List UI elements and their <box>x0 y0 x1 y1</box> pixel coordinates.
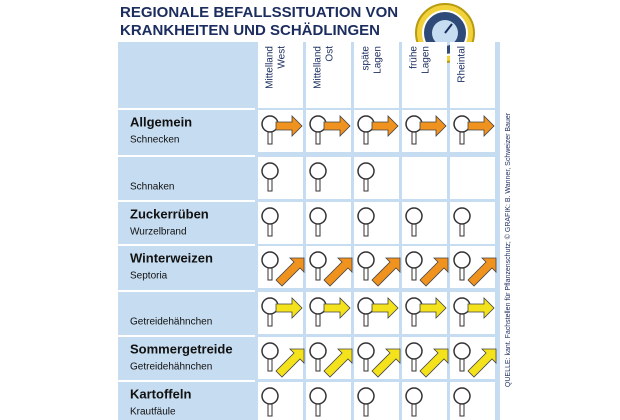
header-cell <box>258 42 303 108</box>
cell <box>402 157 447 199</box>
pest-label: Septoria <box>130 271 168 282</box>
magnifier <box>405 387 423 405</box>
source-note: QUELLE: kant. Fachstellen für Pflanzensc… <box>504 112 512 387</box>
title-line: REGIONALE BEFALLSSITUATION VON <box>120 4 398 21</box>
magnifier <box>309 342 327 360</box>
trend-arrow <box>419 348 449 378</box>
magnifier <box>357 207 375 225</box>
crop-label: Kartoffeln <box>130 386 191 401</box>
trend-arrow <box>275 297 303 319</box>
pest-label: Schnaken <box>130 182 174 193</box>
magnifier <box>357 387 375 405</box>
column-label: Lagen <box>373 46 384 74</box>
pest-label: Getreidehähnchen <box>130 317 212 328</box>
magnifier <box>405 207 423 225</box>
magnifier <box>405 342 423 360</box>
column-label: Ost <box>325 46 336 62</box>
cell <box>450 157 495 199</box>
trend-arrow <box>371 297 399 319</box>
header-cell <box>450 42 495 108</box>
column-label: West <box>277 46 288 69</box>
trend-arrow <box>323 257 353 287</box>
magnifier <box>261 207 279 225</box>
trend-arrow <box>275 257 305 287</box>
trend-arrow <box>275 348 305 378</box>
magnifier <box>453 207 471 225</box>
magnifier <box>453 342 471 360</box>
magnifier <box>453 387 471 405</box>
header-cell <box>402 42 447 108</box>
pest-label: Schnecken <box>130 135 179 146</box>
trend-arrow <box>467 297 495 319</box>
magnifier <box>309 162 327 180</box>
trend-arrow <box>371 348 401 378</box>
pest-label: Wurzelbrand <box>130 227 187 238</box>
magnifier <box>309 207 327 225</box>
column-label: Mittelland <box>313 46 324 89</box>
header-cell <box>354 42 399 108</box>
trend-arrow <box>419 257 449 287</box>
magnifier <box>357 342 375 360</box>
magnifier <box>357 162 375 180</box>
column-label: Mittelland <box>265 46 276 89</box>
title-line: KRANKHEITEN UND SCHÄDLINGEN <box>120 22 380 39</box>
crop-label: Winterweizen <box>130 250 213 265</box>
magnifier <box>261 162 279 180</box>
trend-arrow <box>323 297 351 319</box>
pest-label: Krautfäule <box>130 407 176 418</box>
magnifier <box>309 251 327 269</box>
trend-arrow <box>323 115 351 137</box>
trend-arrow <box>371 257 401 287</box>
trend-arrow <box>371 115 399 137</box>
crop-label: Sommergetreide <box>130 341 233 356</box>
header-cell <box>306 42 351 108</box>
column-label: Lagen <box>421 46 432 74</box>
trend-arrow <box>275 115 303 137</box>
magnifier <box>261 251 279 269</box>
crop-label: Zuckerrüben <box>130 206 209 221</box>
column-label: späte <box>361 46 372 71</box>
pest-label: Getreidehähnchen <box>130 362 212 373</box>
trend-arrow <box>467 115 495 137</box>
trend-arrow <box>419 297 447 319</box>
magnifier <box>261 342 279 360</box>
column-label: Rheintal <box>457 46 468 83</box>
column-label: frühe <box>409 46 420 69</box>
magnifier <box>405 251 423 269</box>
magnifier <box>261 387 279 405</box>
crop-label: Allgemein <box>130 114 192 129</box>
trend-arrow <box>467 257 497 287</box>
magnifier <box>453 251 471 269</box>
trend-arrow <box>467 348 497 378</box>
magnifier <box>357 251 375 269</box>
trend-arrow <box>419 115 447 137</box>
magnifier <box>309 387 327 405</box>
trend-arrow <box>323 348 353 378</box>
